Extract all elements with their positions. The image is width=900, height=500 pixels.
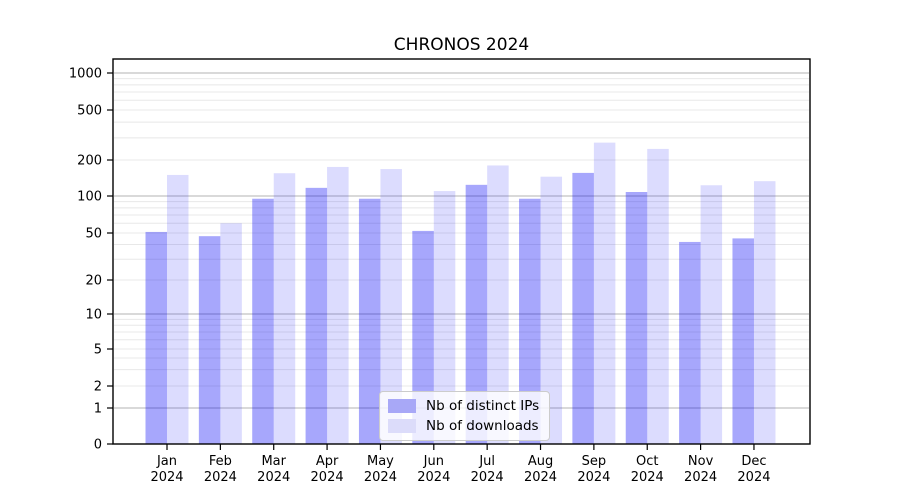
legend-item-distinct-ips: Nb of distinct IPs xyxy=(388,398,539,414)
x-tick-label-month: Aug xyxy=(528,454,553,469)
bar-downloads-may xyxy=(380,169,402,444)
legend-item-downloads: Nb of downloads xyxy=(388,418,539,434)
bar-downloads-jun xyxy=(433,191,456,444)
x-tick-label-year: 2024 xyxy=(364,470,397,485)
x-tick-label-month: Oct xyxy=(636,454,658,469)
bar-downloads-apr xyxy=(327,166,349,444)
y-tick-label: 1000 xyxy=(69,67,102,82)
x-tick-label-month: Jan xyxy=(156,454,177,469)
bar-downloads-nov xyxy=(700,185,723,445)
bar-distinct-ips-may xyxy=(358,198,381,444)
x-tick-label-year: 2024 xyxy=(204,470,237,485)
x-tick-label-month: Jul xyxy=(478,454,495,469)
bar-distinct-ips-aug xyxy=(519,198,541,444)
legend-label-downloads: Nb of downloads xyxy=(426,418,539,434)
bar-downloads-aug xyxy=(540,176,563,445)
chart-legend: Nb of distinct IPs Nb of downloads xyxy=(379,391,551,441)
bar-downloads-jan xyxy=(167,174,189,444)
y-tick-label: 0 xyxy=(94,438,102,453)
x-tick-label-month: May xyxy=(367,454,394,469)
x-tick-label-month: Nov xyxy=(688,454,714,469)
legend-label-distinct-ips: Nb of distinct IPs xyxy=(426,398,540,414)
x-tick-label-year: 2024 xyxy=(257,470,290,485)
bar-distinct-ips-nov xyxy=(679,241,701,444)
y-tick-label: 20 xyxy=(85,274,102,289)
bar-downloads-jul xyxy=(487,165,509,444)
bar-downloads-mar xyxy=(273,173,296,444)
x-tick-label-year: 2024 xyxy=(577,470,610,485)
bar-distinct-ips-jun xyxy=(412,230,434,444)
x-tick-label-year: 2024 xyxy=(737,470,770,485)
y-tick-label: 50 xyxy=(85,227,102,242)
bar-distinct-ips-feb xyxy=(198,236,221,444)
x-tick-label-month: Sep xyxy=(582,454,607,469)
y-tick-label: 200 xyxy=(77,154,102,169)
bar-downloads-sep xyxy=(593,142,616,444)
chart-title: CHRONOS 2024 xyxy=(393,35,530,55)
x-tick-label-month: Feb xyxy=(209,454,232,469)
x-tick-label-year: 2024 xyxy=(417,470,450,485)
x-tick-label-year: 2024 xyxy=(150,470,183,485)
x-tick-label-month: Apr xyxy=(316,454,339,469)
bar-distinct-ips-apr xyxy=(305,187,328,444)
y-tick-label: 100 xyxy=(77,190,102,205)
x-tick-label-year: 2024 xyxy=(524,470,557,485)
axes-frame xyxy=(112,58,811,445)
x-tick-label-year: 2024 xyxy=(311,470,344,485)
bar-distinct-ips-jan xyxy=(145,231,167,444)
bar-distinct-ips-mar xyxy=(252,198,274,444)
bar-distinct-ips-dec xyxy=(732,238,754,444)
y-tick-label: 2 xyxy=(94,380,102,395)
x-tick-label-month: Mar xyxy=(261,454,286,469)
x-tick-label-year: 2024 xyxy=(471,470,504,485)
legend-swatch-downloads xyxy=(388,419,416,433)
bar-downloads-feb xyxy=(220,223,242,444)
bar-distinct-ips-sep xyxy=(572,172,594,444)
x-tick-label-month: Jun xyxy=(423,454,444,469)
bar-downloads-oct xyxy=(647,148,669,444)
bar-distinct-ips-jul xyxy=(465,184,488,444)
x-tick-label-year: 2024 xyxy=(684,470,717,485)
bar-distinct-ips-oct xyxy=(625,192,648,444)
bar-downloads-dec xyxy=(753,181,776,444)
x-tick-label-year: 2024 xyxy=(631,470,664,485)
y-tick-label: 5 xyxy=(94,343,102,358)
y-tick-label: 1 xyxy=(94,402,102,417)
y-tick-label: 500 xyxy=(77,104,102,119)
legend-swatch-distinct-ips xyxy=(388,399,416,413)
x-tick-label-month: Dec xyxy=(741,454,766,469)
y-tick-label: 10 xyxy=(85,308,102,323)
